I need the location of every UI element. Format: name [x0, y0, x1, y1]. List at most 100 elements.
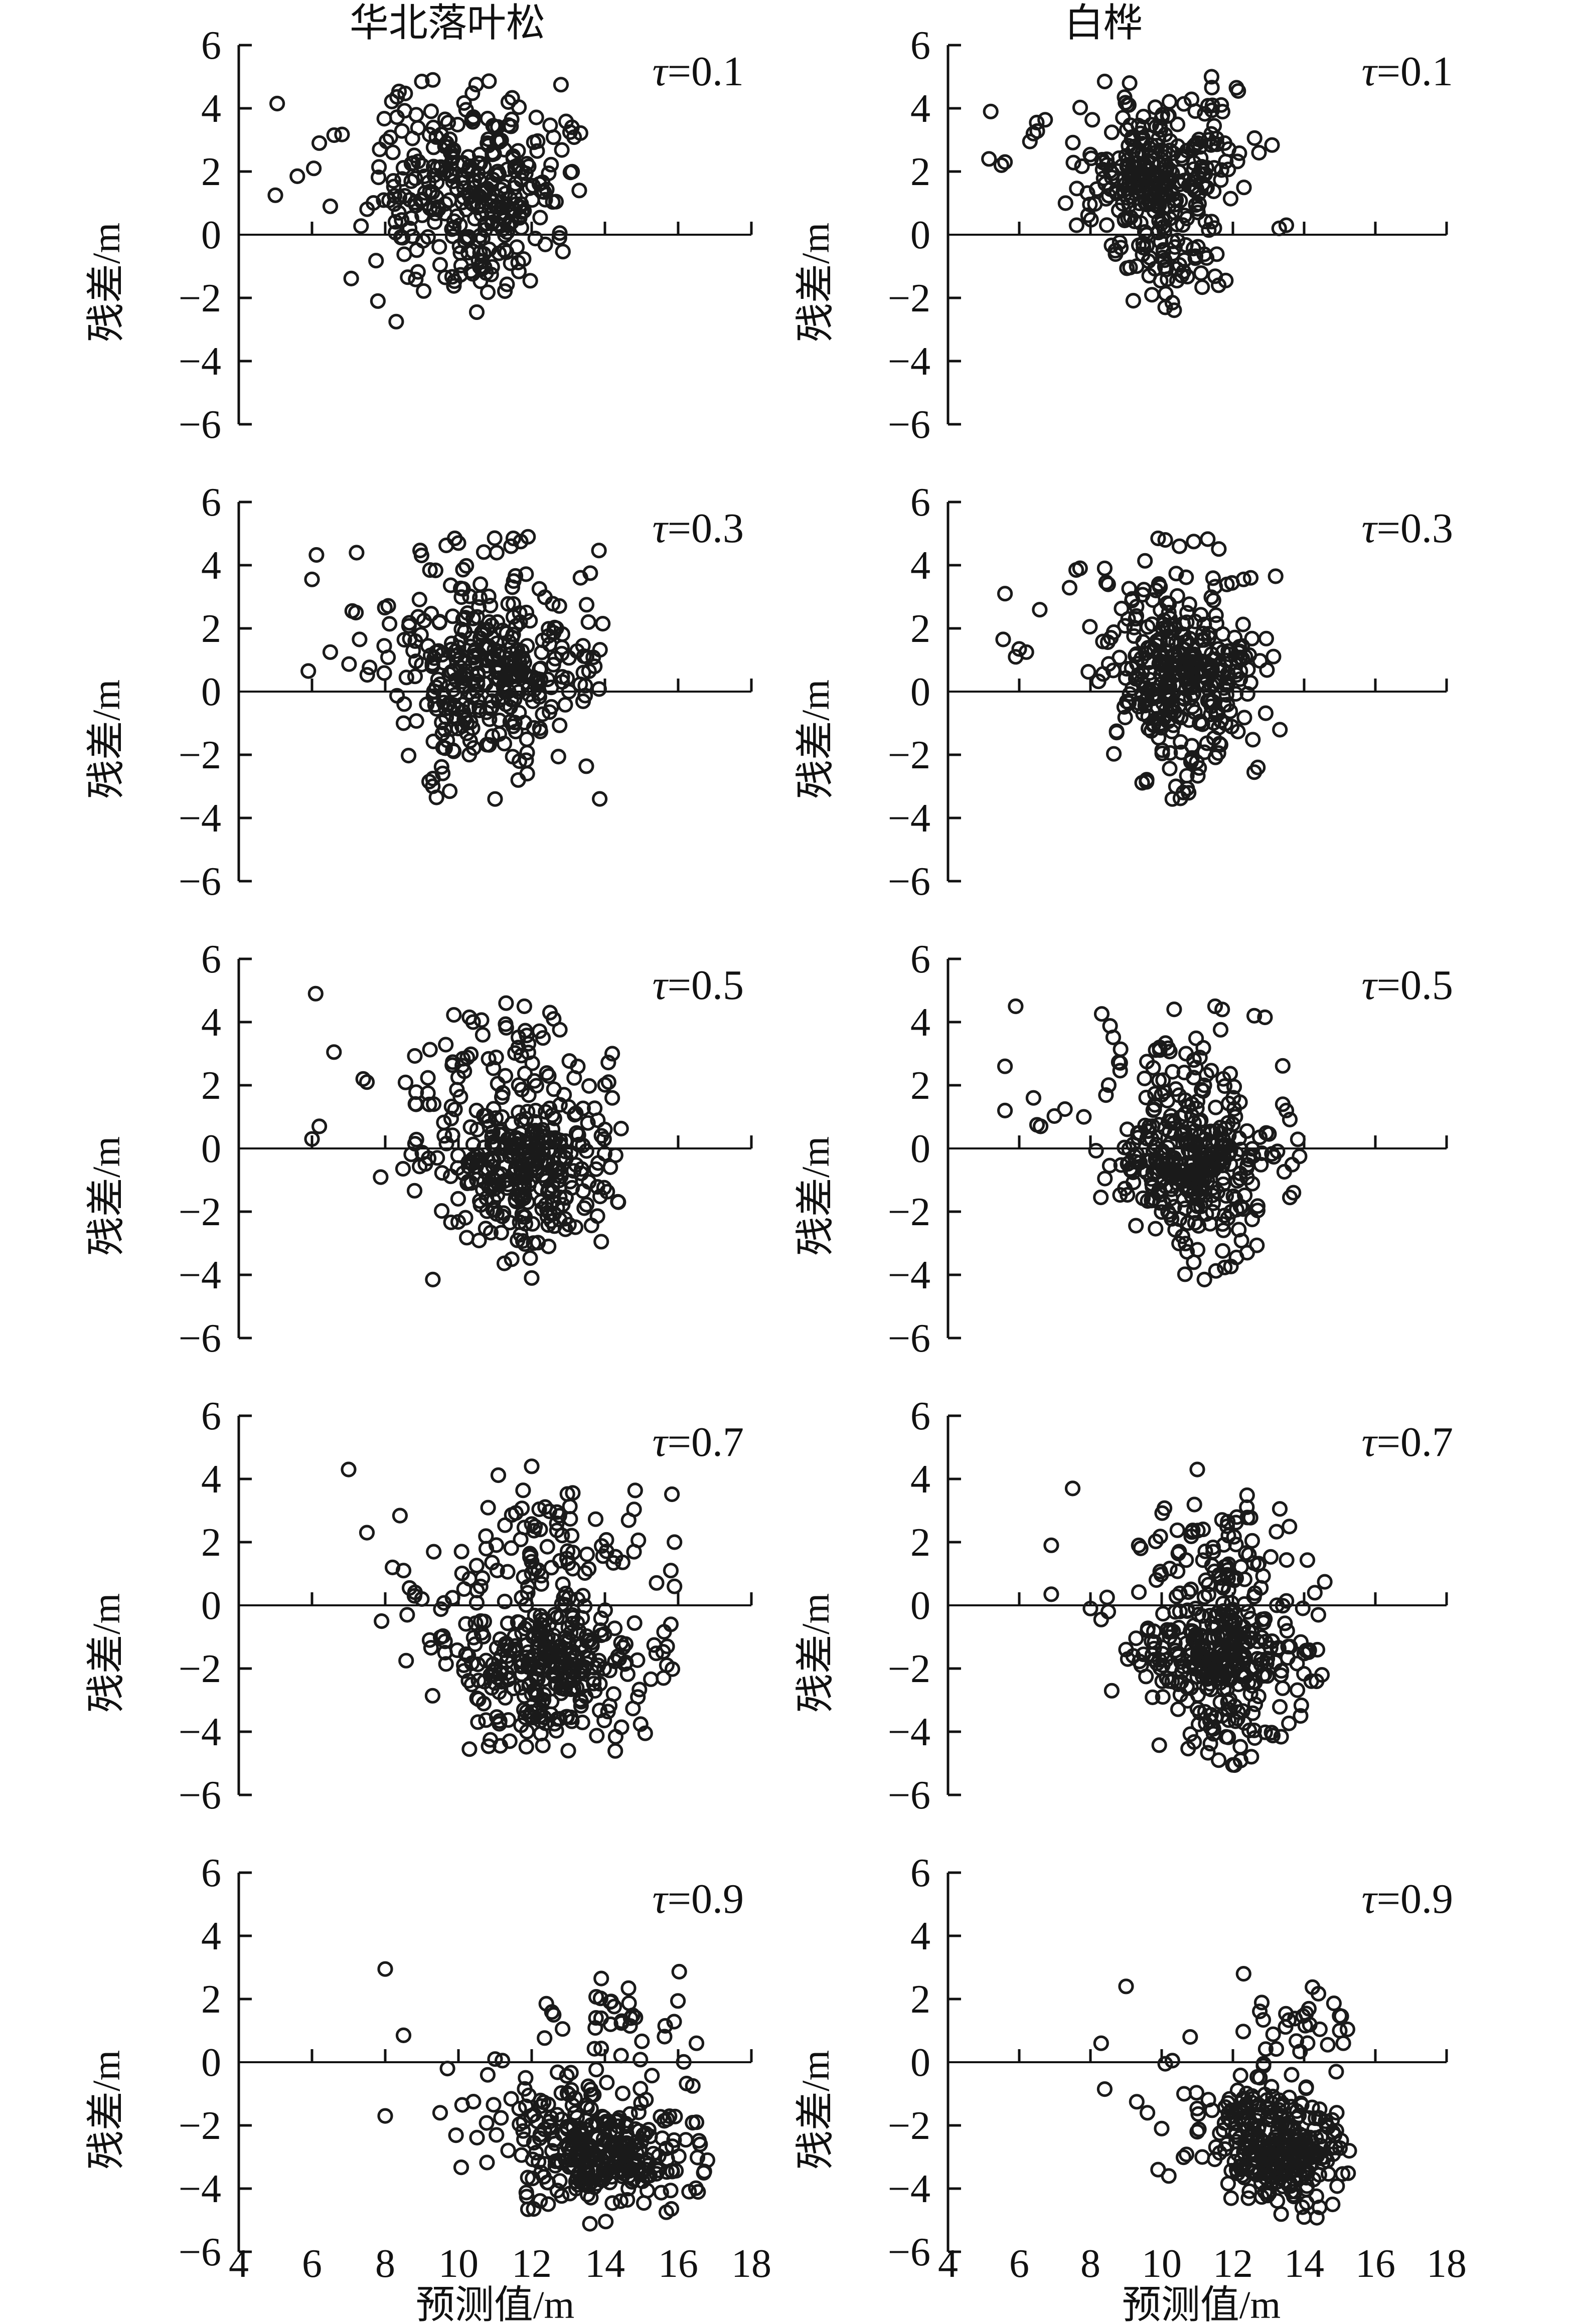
data-point: [1093, 1611, 1109, 1627]
data-point: [1249, 1633, 1266, 1649]
data-point: [1236, 1571, 1252, 1587]
data-point: [1239, 1487, 1255, 1504]
data-point: [1171, 538, 1188, 554]
data-point: [443, 1214, 459, 1230]
x-tick-label: 4: [229, 2242, 249, 2286]
data-point: [1195, 1158, 1211, 1175]
data-point: [1284, 2067, 1300, 2083]
data-point: [1128, 1630, 1144, 1646]
data-point: [564, 119, 580, 135]
data-point: [582, 2216, 598, 2232]
data-point: [414, 157, 430, 174]
data-point: [385, 144, 401, 160]
data-point: [535, 1737, 551, 1754]
data-point: [1098, 1087, 1114, 1103]
data-point: [1164, 1113, 1180, 1129]
data-point: [1268, 2041, 1285, 2057]
data-point: [423, 103, 439, 119]
data-point: [505, 530, 522, 547]
data-point: [1186, 534, 1202, 550]
data-point: [1257, 1611, 1273, 1627]
data-point: [437, 111, 453, 127]
data-point: [1222, 191, 1238, 207]
data-point: [549, 1523, 565, 1539]
data-point: [537, 1715, 554, 1731]
data-point: [543, 156, 559, 173]
data-point: [425, 1271, 441, 1287]
data-point: [1232, 1739, 1248, 1755]
data-point: [455, 562, 471, 578]
data-point: [564, 1528, 580, 1544]
data-point: [1237, 648, 1253, 665]
data-point: [1105, 1029, 1122, 1046]
data-point: [488, 661, 504, 678]
panel-birch-tau-0.1: 6 4 2 0 −2 −4 −6 残差/m τ=0.1: [794, 24, 1453, 447]
data-point: [1146, 1640, 1162, 1656]
data-point: [453, 2160, 469, 2176]
y-tick-label: 4: [201, 544, 221, 588]
y-tick-label: 0: [201, 213, 221, 257]
data-point: [1093, 1006, 1110, 1022]
data-point: [407, 1048, 423, 1064]
data-point: [1181, 596, 1197, 612]
data-point: [575, 1183, 591, 1199]
data-point: [1218, 153, 1234, 170]
data-point: [563, 1145, 579, 1161]
data-point: [1196, 1271, 1212, 1287]
data-point: [311, 1118, 328, 1134]
data-point: [377, 1961, 393, 1977]
data-point: [478, 1712, 494, 1728]
data-point: [435, 1628, 451, 1644]
data-point: [1074, 158, 1090, 175]
data-point: [612, 2193, 629, 2209]
data-point: [519, 731, 535, 747]
data-point: [481, 73, 497, 89]
data-point: [355, 1071, 371, 1087]
data-point: [1252, 2070, 1268, 2086]
data-point: [1119, 1121, 1135, 1137]
data-point: [1152, 1042, 1168, 1058]
data-point: [476, 246, 492, 262]
data-point: [649, 1575, 665, 1591]
data-point: [465, 109, 482, 125]
y-tick-label: −2: [888, 1190, 930, 1234]
data-point: [666, 2132, 682, 2148]
data-point: [1179, 1602, 1196, 1618]
data-point: [481, 588, 497, 604]
data-point: [512, 605, 528, 621]
data-point: [1199, 1162, 1215, 1178]
y-tick-label: −6: [179, 2230, 221, 2274]
data-point: [508, 1130, 524, 1146]
data-point: [593, 1234, 609, 1250]
data-point: [1125, 680, 1141, 697]
data-point: [488, 1110, 504, 1126]
data-point: [1157, 2056, 1173, 2072]
data-point: [395, 2027, 412, 2043]
data-point: [1312, 2021, 1328, 2037]
data-point: [1161, 604, 1177, 621]
data-point: [562, 1499, 578, 1515]
y-tick-label: 2: [201, 1977, 221, 2022]
data-point: [537, 236, 553, 252]
data-point: [1198, 1067, 1214, 1083]
data-point: [1169, 116, 1186, 132]
data-point: [436, 1114, 452, 1130]
data-point: [582, 565, 598, 581]
data-point: [1149, 171, 1166, 187]
data-point: [1131, 237, 1147, 253]
x-tick-label: 12: [512, 2242, 552, 2286]
data-point: [565, 2119, 581, 2135]
data-point: [997, 154, 1013, 170]
data-point: [1193, 265, 1209, 281]
data-point: [577, 1565, 593, 1581]
data-point: [1247, 1696, 1263, 1712]
data-point: [1186, 1135, 1203, 1152]
data-point: [507, 568, 524, 584]
data-point: [1178, 2146, 1195, 2163]
data-point: [479, 216, 495, 232]
data-point: [1166, 1001, 1182, 1018]
data-point: [1155, 1689, 1171, 1705]
tau-label: τ=0.9: [1362, 1876, 1453, 1922]
y-tick-label: −2: [888, 2104, 930, 2148]
data-point: [532, 210, 548, 226]
